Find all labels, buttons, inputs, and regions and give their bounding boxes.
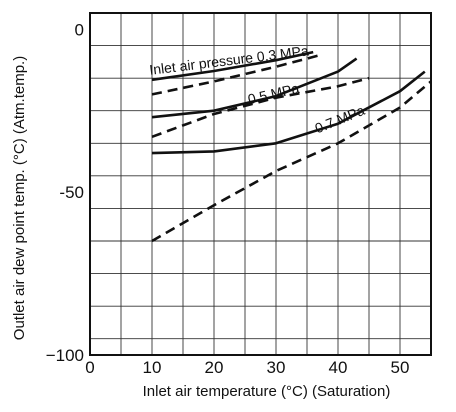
grid bbox=[90, 13, 431, 355]
x-tick-label: 50 bbox=[391, 358, 410, 377]
y-tick-label: -50 bbox=[59, 183, 84, 202]
series-line-07-MPa-dashed bbox=[151, 80, 432, 243]
series-lines bbox=[151, 50, 432, 243]
plot-frame bbox=[89, 12, 432, 356]
series-line-05-MPa-dashed bbox=[151, 76, 370, 139]
tick-labels: 0 10 20 30 40 50 0 -50 −100 bbox=[46, 20, 410, 377]
pressure-annotation: 0.5 MPa bbox=[246, 80, 301, 107]
annotations: Inlet air pressure 0.3 MPa 0.5 MPa 0.7 MPa bbox=[148, 42, 367, 136]
x-tick-label: 40 bbox=[329, 358, 348, 377]
pressure-annotation: 0.7 MPa bbox=[313, 102, 368, 136]
x-tick-label: 0 bbox=[85, 358, 94, 377]
series-line-03-MPa-dashed bbox=[151, 54, 320, 96]
series-line-03-MPa-solid bbox=[151, 50, 314, 82]
series-line-07-MPa-solid bbox=[151, 70, 426, 155]
y-tick-label: −100 bbox=[46, 346, 84, 365]
y-axis-label: Outlet air dew point temp. (°C) (Atm.tem… bbox=[11, 56, 28, 340]
x-tick-label: 10 bbox=[143, 358, 162, 377]
x-tick-label: 20 bbox=[205, 358, 224, 377]
x-axis-label: Inlet air temperature (°C) (Saturation) bbox=[143, 383, 391, 400]
series-line-05-MPa-solid bbox=[151, 57, 358, 119]
pressure-annotation: Inlet air pressure 0.3 MPa bbox=[148, 42, 309, 77]
y-tick-label: 0 bbox=[75, 20, 84, 39]
x-tick-label: 30 bbox=[267, 358, 286, 377]
